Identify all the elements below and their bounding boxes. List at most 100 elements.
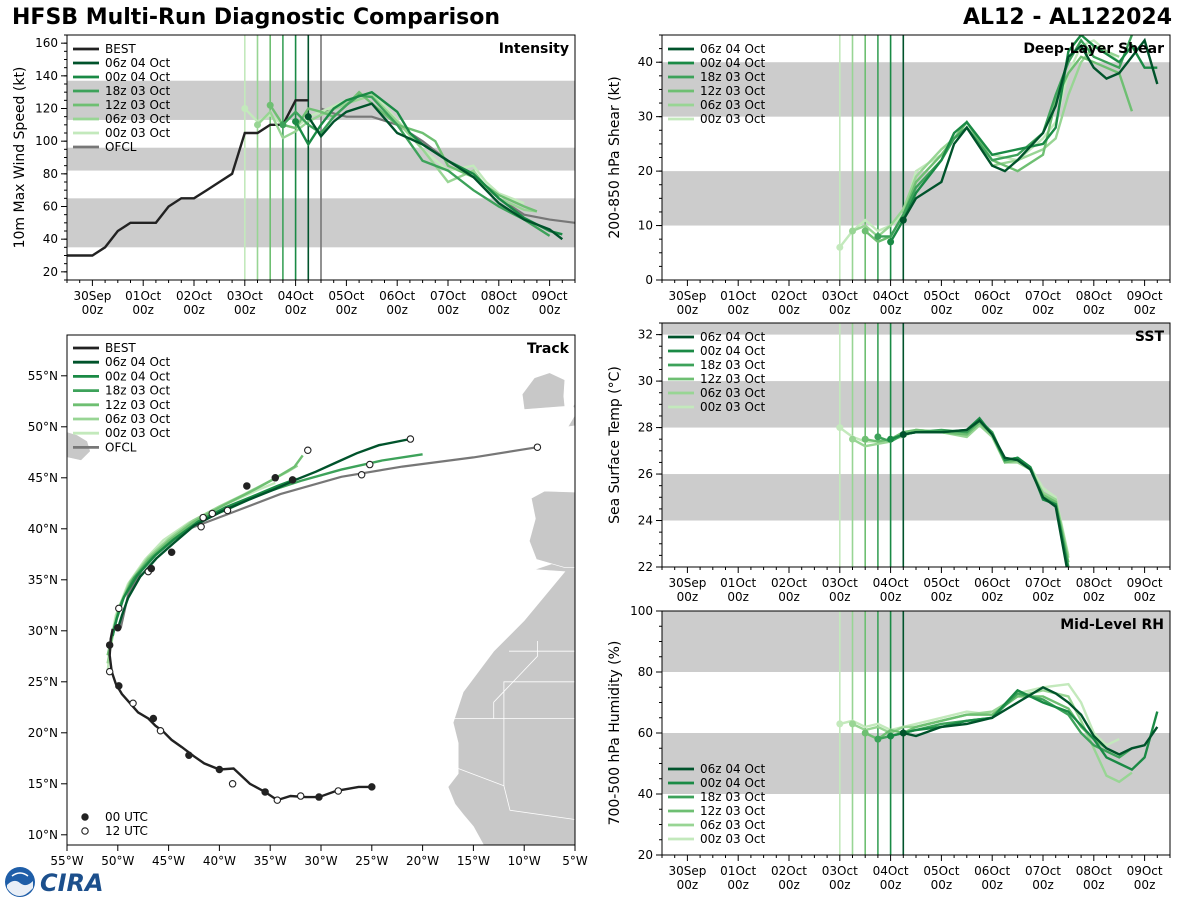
- y-tick-label: 40: [638, 55, 653, 69]
- series-line: [839, 682, 1120, 747]
- map-area: [67, 372, 575, 845]
- legend-label: 06z 03 Oct: [700, 818, 766, 832]
- x-tick-label: 09Oct: [1127, 289, 1163, 303]
- x-tick-label: 03Oct: [822, 576, 858, 590]
- panel-title: SST: [1135, 329, 1165, 345]
- x-tick-label: 04Oct: [873, 864, 909, 878]
- threshold-band: [662, 611, 1170, 672]
- x-tick-sublabel: 00z: [1032, 303, 1054, 317]
- x-tick-sublabel: 00z: [1134, 878, 1156, 892]
- legend-label: 12 UTC: [105, 824, 148, 838]
- series-start-marker: [836, 243, 844, 251]
- legend-label: 00z 03 Oct: [105, 426, 171, 440]
- x-tick-sublabel: 00z: [778, 878, 800, 892]
- series-start-marker: [899, 216, 907, 224]
- best-00utc-marker: [105, 641, 114, 649]
- x-tick-label: 09Oct: [1127, 576, 1163, 590]
- x-tick-label: 15°W: [457, 854, 490, 868]
- y-tick-label: 30°N: [28, 624, 58, 638]
- x-tick-label: 08Oct: [1076, 289, 1112, 303]
- best-12utc-marker: [129, 699, 137, 707]
- legend-label: 18z 03 Oct: [700, 790, 766, 804]
- x-tick-label: 30Sep: [668, 864, 706, 878]
- best-12utc-marker: [273, 796, 282, 804]
- x-tick-label: 05Oct: [328, 289, 364, 303]
- x-tick-label: 04Oct: [873, 289, 909, 303]
- y-axis-label: 10m Max Wind Speed (kt): [12, 67, 28, 249]
- x-tick-label: 20°W: [406, 854, 439, 868]
- ofcl-12utc-marker: [357, 470, 366, 479]
- threshold-band: [662, 474, 1170, 521]
- series-start-marker: [266, 101, 274, 109]
- threshold-band: [662, 323, 1170, 335]
- legend-label: 06z 03 Oct: [700, 98, 766, 112]
- y-tick-label: 80: [43, 167, 58, 181]
- best-12utc-marker: [228, 780, 237, 788]
- x-tick-label: 02Oct: [176, 289, 212, 303]
- x-tick-label: 35°W: [254, 854, 287, 868]
- legend-label: 06z 04 Oct: [700, 762, 766, 776]
- best-00utc-marker: [149, 714, 158, 723]
- best-00utc-marker: [185, 751, 193, 759]
- y-tick-label: 20°N: [28, 726, 58, 740]
- model-track: [106, 464, 299, 664]
- legend-label: OFCL: [105, 140, 137, 154]
- y-tick-label: 24: [638, 514, 653, 528]
- x-tick-label: 07Oct: [430, 289, 466, 303]
- y-tick-label: 80: [638, 665, 653, 679]
- x-tick-sublabel: 00z: [778, 590, 800, 604]
- legend-label: 18z 03 Oct: [700, 358, 766, 372]
- series-start-marker: [899, 431, 907, 439]
- x-tick-sublabel: 00z: [981, 590, 1003, 604]
- ofcl-line: [320, 107, 575, 224]
- y-tick-label: 10: [638, 219, 653, 233]
- x-tick-label: 01Oct: [720, 864, 756, 878]
- y-tick-label: 40°N: [28, 522, 58, 536]
- y-axis-label: Sea Surface Temp (°C): [607, 366, 623, 524]
- legend-label: 00z 04 Oct: [700, 776, 766, 790]
- plot-area: [836, 416, 1070, 567]
- y-tick-label: 40: [43, 232, 58, 246]
- x-tick-sublabel: 00z: [677, 878, 699, 892]
- series-start-marker: [874, 433, 882, 441]
- panel-title: Mid-Level RH: [1060, 617, 1164, 633]
- x-tick-sublabel: 00z: [183, 303, 205, 317]
- legend-label: 00z 03 Oct: [700, 832, 766, 846]
- series-start-marker: [874, 735, 882, 743]
- y-tick-label: 20: [638, 164, 653, 178]
- x-tick-label: 04Oct: [873, 576, 909, 590]
- y-axis-label: 200-850 hPa Shear (kt): [607, 76, 623, 238]
- x-tick-sublabel: 00z: [1083, 878, 1105, 892]
- y-axis-label: 700-500 hPa Humidity (%): [607, 641, 623, 826]
- legend-label: 12z 03 Oct: [700, 372, 766, 386]
- series-line: [851, 689, 1133, 784]
- legend-label: 00 UTC: [105, 810, 148, 824]
- x-tick-sublabel: 00z: [488, 303, 510, 317]
- legend-label: 06z 04 Oct: [700, 330, 766, 344]
- y-tick-label: 45°N: [28, 471, 58, 485]
- series-start-marker: [861, 729, 869, 737]
- series-line: [877, 35, 1134, 238]
- legend-label: 00z 04 Oct: [700, 56, 766, 70]
- x-tick-label: 06Oct: [974, 289, 1010, 303]
- series-line: [903, 418, 1068, 567]
- legend-label: 12z 03 Oct: [700, 84, 766, 98]
- x-tick-sublabel: 00z: [1083, 590, 1105, 604]
- series-start-marker: [887, 238, 895, 246]
- ofcl-12utc-marker: [366, 460, 374, 469]
- model-12utc-marker: [304, 446, 312, 455]
- series-start-marker: [899, 729, 907, 737]
- series-start-marker: [861, 435, 869, 443]
- x-tick-label: 07Oct: [1025, 864, 1061, 878]
- x-tick-sublabel: 00z: [1032, 878, 1054, 892]
- legend-label: 06z 03 Oct: [105, 112, 171, 126]
- legend-label: 00z 03 Oct: [700, 400, 766, 414]
- series-start-marker: [241, 105, 249, 112]
- legend-00utc-marker: [81, 813, 89, 821]
- series-start-marker: [849, 720, 856, 728]
- series-line: [307, 102, 564, 241]
- best-12utc-marker: [334, 787, 343, 795]
- y-tick-label: 0: [645, 273, 653, 287]
